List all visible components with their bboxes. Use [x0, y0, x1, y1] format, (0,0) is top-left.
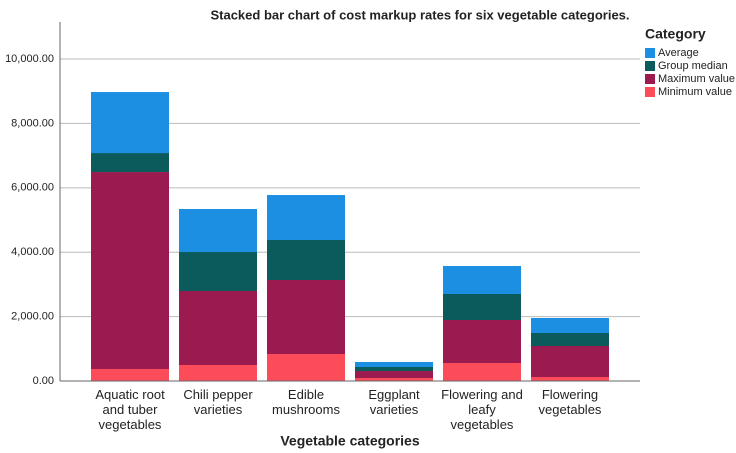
bar-segment: [355, 362, 433, 367]
legend-swatch: [645, 61, 655, 71]
bar-segment: [179, 364, 257, 381]
legend-label: Minimum value: [658, 86, 732, 98]
bar-segment: [531, 377, 609, 381]
legend-title: Category: [645, 26, 706, 42]
y-tick-label: 10,000.00: [5, 53, 54, 65]
y-tick-label: 2,000.00: [11, 311, 54, 323]
y-tick-label: 4,000.00: [11, 246, 54, 258]
bar-segment: [91, 368, 169, 381]
bar-segment: [531, 346, 609, 378]
bar-segment: [355, 371, 433, 379]
bar-segment: [179, 209, 257, 253]
legend-label: Average: [658, 47, 699, 59]
legend-label: Group median: [658, 60, 728, 72]
x-tick-label: Chili pepper varieties: [183, 387, 253, 417]
legend-swatch: [645, 48, 655, 58]
bar-segment: [267, 279, 345, 354]
x-tick-label: Aquatic root and tuber vegetables: [95, 387, 165, 432]
bar-segment: [91, 172, 169, 369]
y-tick-label: 0.00: [33, 375, 54, 387]
bar-segment: [355, 378, 433, 381]
x-tick-label: Edible mushrooms: [272, 387, 340, 417]
chart-title: Stacked bar chart of cost markup rates f…: [210, 7, 629, 22]
legend-swatch: [645, 87, 655, 97]
bar-segment: [443, 266, 521, 295]
bar-segment: [91, 92, 169, 154]
y-tick-label: 8,000.00: [11, 117, 54, 129]
bar-segment: [179, 252, 257, 292]
bar-segment: [531, 317, 609, 333]
x-tick-label: Flowering vegetables: [538, 387, 602, 417]
bar-segment: [531, 332, 609, 347]
bar-segment: [267, 353, 345, 381]
bar-segment: [267, 195, 345, 241]
bar-segment: [267, 240, 345, 280]
bar-segment: [91, 153, 169, 173]
bar-segment: [355, 366, 433, 372]
bar-segment: [443, 294, 521, 321]
legend-swatch: [645, 74, 655, 84]
bar-segment: [443, 363, 521, 381]
legend-label: Maximum value: [658, 73, 735, 85]
bar-segment: [443, 320, 521, 364]
y-tick-label: 6,000.00: [11, 182, 54, 194]
x-tick-label: Flowering and leafy vegetables: [441, 387, 523, 432]
x-axis-label: Vegetable categories: [280, 433, 420, 449]
x-tick-label: Eggplant varieties: [368, 387, 420, 417]
bar-segment: [179, 291, 257, 365]
